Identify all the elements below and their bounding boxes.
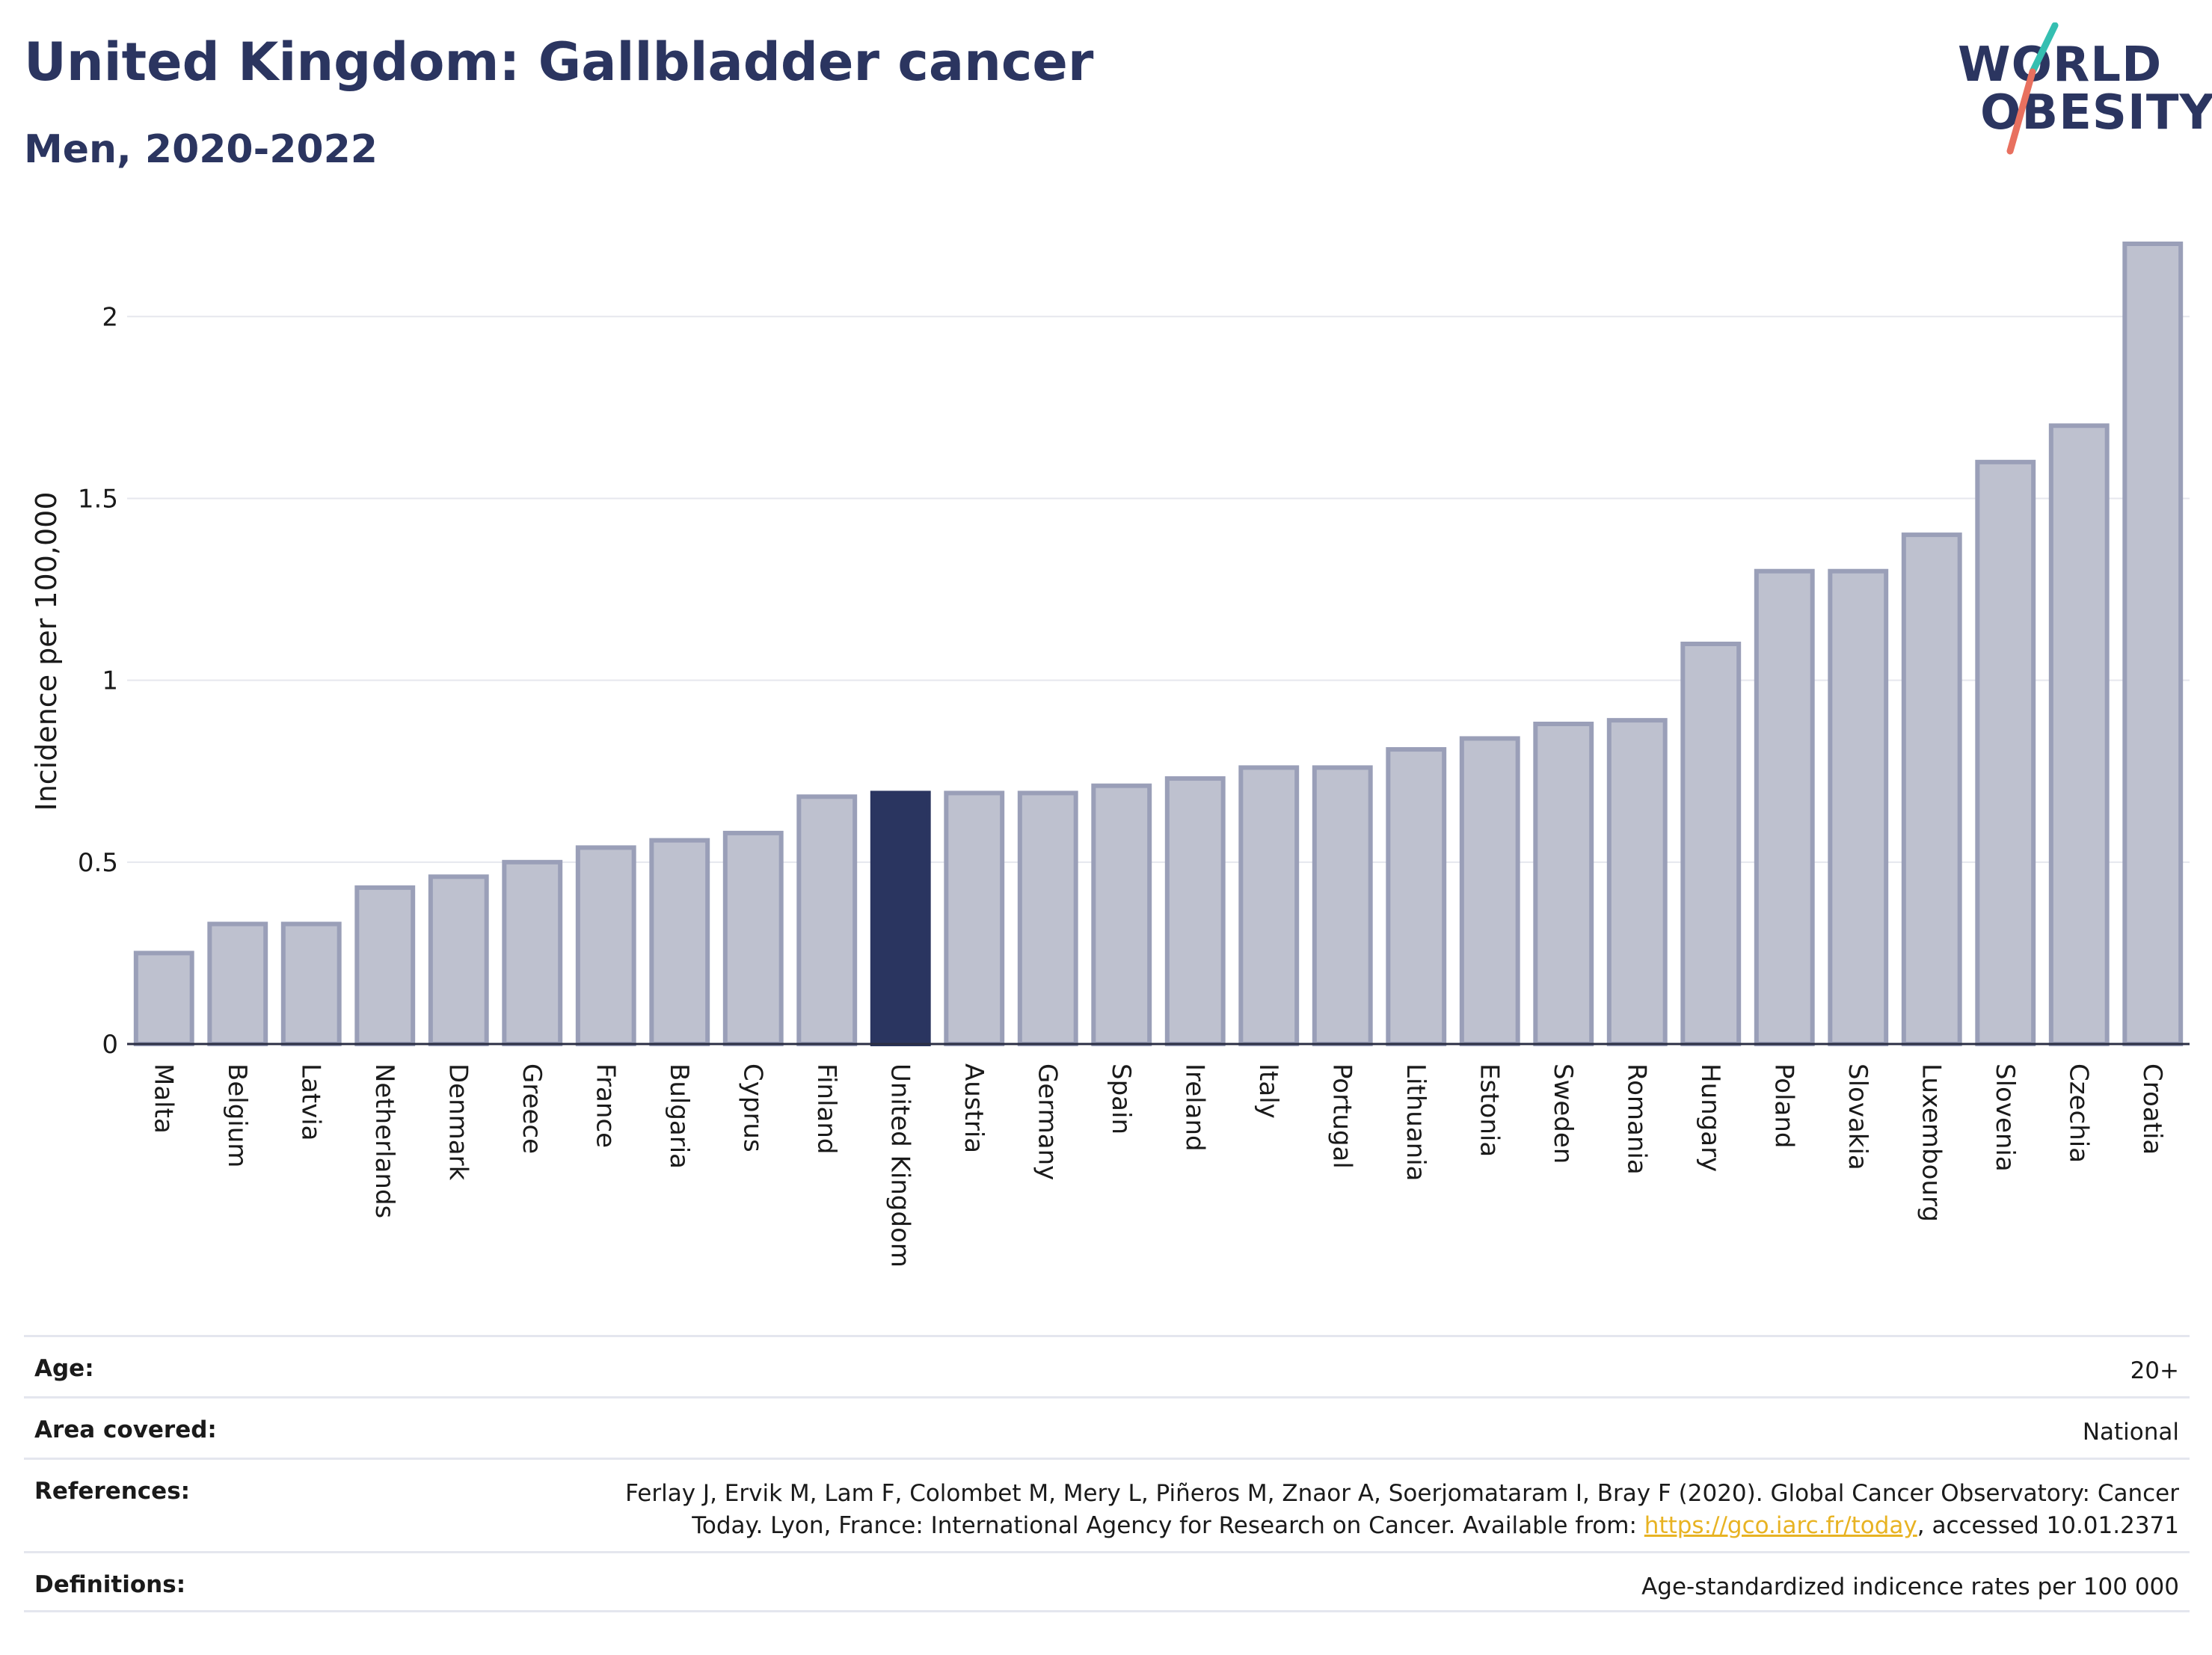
references-label: References: — [34, 1478, 191, 1505]
bar — [1164, 776, 1226, 1047]
x-tick-label: Malta — [148, 1063, 178, 1134]
bar — [575, 845, 636, 1046]
x-tick-label: Portugal — [1327, 1063, 1357, 1169]
bar — [722, 830, 784, 1046]
bar — [2048, 423, 2110, 1046]
x-tick-label: Greece — [517, 1063, 547, 1154]
bar — [2122, 242, 2184, 1046]
bar-chart: 0 0.5 1 1.5 2 Malta Belgium Latvia Netherlands D… — [30, 242, 2190, 1268]
world-obesity-logo: WORLD OBESITY — [1944, 22, 2212, 157]
chart-title: United Kingdom: Gallbladder cancer — [24, 31, 1094, 93]
x-tick-label: Bulgaria — [664, 1063, 694, 1169]
x-tick-label: Cyprus — [737, 1063, 767, 1152]
x-tick-label: Lithuania — [1401, 1063, 1431, 1181]
bar — [649, 838, 710, 1046]
y-axis-label: Incidence per 100,000 — [30, 491, 63, 811]
bar-highlight — [870, 790, 931, 1046]
bar — [428, 874, 489, 1046]
x-tick-labels: Malta Belgium Latvia Netherlands Denmark Gree… — [148, 1063, 2167, 1268]
bar — [1754, 568, 1815, 1046]
bar — [796, 794, 858, 1046]
bar — [502, 859, 563, 1047]
x-tick-label: Germany — [1032, 1063, 1062, 1180]
info-row-references: References: Ferlay J, Ervik M, Lam F, Co… — [24, 1458, 2190, 1551]
bar — [354, 885, 416, 1047]
bar — [1828, 568, 1889, 1046]
x-tick-label: Sweden — [1548, 1063, 1578, 1164]
y-tick-label: 1 — [102, 666, 118, 696]
references-line2-pre: Today. Lyon, France: International Agenc… — [692, 1512, 1644, 1539]
x-tick-label: Latvia — [295, 1063, 325, 1141]
x-tick-label: Poland — [1769, 1063, 1798, 1149]
logo-word-world: WORLD — [1958, 37, 2163, 93]
x-tick-label: Finland — [811, 1063, 841, 1155]
area-value: National — [2082, 1419, 2179, 1446]
x-tick-label: Croatia — [2137, 1063, 2167, 1155]
definitions-label: Definitions: — [34, 1571, 186, 1598]
x-tick-label: Ireland — [1179, 1063, 1209, 1152]
x-tick-label: Austria — [959, 1063, 989, 1153]
bar — [1238, 765, 1300, 1046]
x-tick-label: Estonia — [1474, 1063, 1504, 1157]
x-tick-label: Slovenia — [1990, 1063, 2020, 1172]
y-tick-labels: 0 0.5 1 1.5 2 — [78, 302, 118, 1060]
x-tick-label: United Kingdom — [885, 1063, 915, 1268]
bars — [133, 242, 2184, 1047]
references-link[interactable]: https://gco.iarc.fr/today — [1644, 1512, 1917, 1539]
info-row-area: Area covered: National — [24, 1396, 2190, 1458]
y-tick-label: 0.5 — [78, 848, 118, 878]
x-tick-label: Romania — [1621, 1063, 1651, 1175]
x-tick-label: Spain — [1106, 1063, 1136, 1134]
references-line1: Ferlay J, Ervik M, Lam F, Colombet M, Me… — [625, 1480, 2179, 1507]
bar — [1312, 765, 1373, 1046]
info-table: Age: 20+ Area covered: National Referenc… — [24, 1335, 2190, 1612]
x-tick-label: Belgium — [222, 1063, 252, 1167]
y-tick-label: 0 — [102, 1030, 118, 1060]
y-tick-label: 2 — [102, 302, 118, 332]
x-tick-label: Netherlands — [369, 1063, 399, 1218]
x-tick-label: Luxembourg — [1916, 1063, 1946, 1222]
info-row-definitions: Definitions: Age-standardized indicence … — [24, 1551, 2190, 1612]
bar — [1975, 459, 2036, 1046]
bar — [280, 921, 342, 1046]
bar — [1606, 718, 1668, 1046]
bar — [1533, 722, 1594, 1046]
bar — [1459, 736, 1520, 1046]
area-label: Area covered: — [34, 1416, 217, 1443]
bar — [1017, 790, 1078, 1046]
bar — [133, 951, 194, 1046]
bar — [1386, 747, 1447, 1047]
references-value: Ferlay J, Ervik M, Lam F, Colombet M, Me… — [625, 1478, 2179, 1542]
age-label: Age: — [34, 1355, 94, 1382]
chart-subtitle: Men, 2020-2022 — [24, 127, 378, 172]
bar — [207, 921, 268, 1046]
references-line2-post: , accessed 10.01.2371 — [1917, 1512, 2179, 1539]
logo-slash-icon — [2006, 22, 2059, 155]
bar — [1680, 642, 1742, 1046]
x-tick-label: Denmark — [443, 1063, 473, 1181]
info-row-age: Age: 20+ — [24, 1335, 2190, 1396]
bar — [1091, 783, 1152, 1046]
definitions-value: Age-standardized indicence rates per 100… — [1641, 1573, 2179, 1600]
x-tick-label: France — [590, 1063, 620, 1148]
x-tick-label: Hungary — [1695, 1063, 1725, 1172]
age-value: 20+ — [2130, 1357, 2179, 1384]
x-tick-label: Czechia — [2063, 1063, 2093, 1163]
bar — [1901, 532, 1962, 1046]
y-tick-label: 1.5 — [78, 484, 118, 514]
x-tick-label: Slovakia — [1843, 1063, 1872, 1170]
x-tick-label: Italy — [1253, 1063, 1283, 1119]
bar — [944, 790, 1005, 1046]
